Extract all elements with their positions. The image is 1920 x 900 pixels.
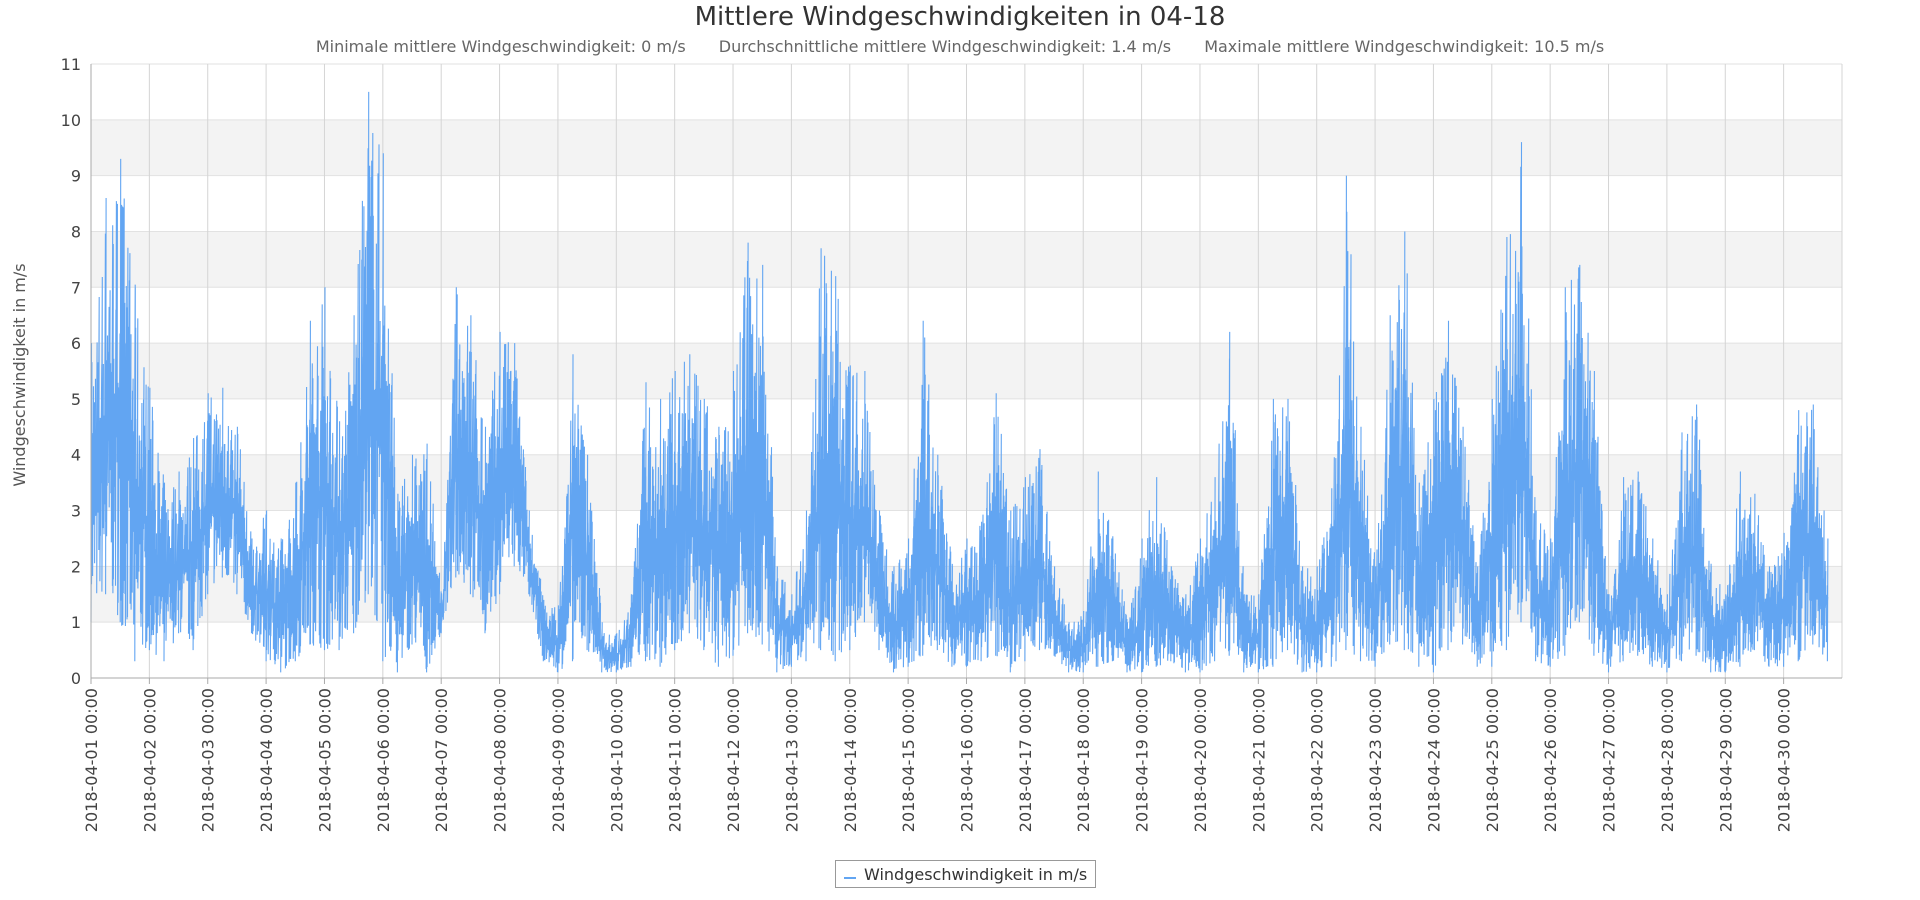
subtitle-max: Maximale mittlere Windgeschwindigkeit: 1… (1204, 37, 1605, 56)
x-tick-label-26: 2018-04-27 00:00 (1600, 688, 1619, 832)
chart-title: Mittlere Windgeschwindigkeiten in 04-18 (694, 2, 1226, 32)
legend[interactable]: Windgeschwindigkeit in m/s (835, 860, 1097, 888)
x-tick-label-7: 2018-04-08 00:00 (491, 688, 510, 832)
y-tick-label-2: 2 (71, 557, 81, 576)
x-tick-label-25: 2018-04-26 00:00 (1541, 688, 1560, 832)
x-tick-label-22: 2018-04-23 00:00 (1366, 688, 1385, 832)
x-tick-label-14: 2018-04-15 00:00 (899, 688, 918, 832)
x-tick-label-1: 2018-04-02 00:00 (140, 688, 159, 832)
x-tick-label-27: 2018-04-28 00:00 (1658, 688, 1677, 832)
subtitle-min: Minimale mittlere Windgeschwindigkeit: 0… (315, 37, 686, 56)
x-tick-label-11: 2018-04-12 00:00 (724, 688, 743, 832)
x-tick-label-13: 2018-04-14 00:00 (841, 688, 860, 832)
x-tick-label-29: 2018-04-30 00:00 (1775, 688, 1794, 832)
y-tick-label-9: 9 (71, 167, 81, 186)
y-tick-label-3: 3 (71, 502, 81, 521)
x-tick-label-16: 2018-04-17 00:00 (1016, 688, 1035, 832)
x-tick-label-10: 2018-04-11 00:00 (666, 688, 685, 832)
x-tick-label-2: 2018-04-03 00:00 (199, 688, 218, 832)
legend-swatch (844, 877, 856, 879)
x-tick-label-24: 2018-04-25 00:00 (1483, 688, 1502, 832)
x-tick-label-5: 2018-04-06 00:00 (374, 688, 393, 832)
y-tick-label-5: 5 (71, 390, 81, 409)
y-tick-label-0: 0 (71, 669, 81, 688)
x-tick-label-15: 2018-04-16 00:00 (958, 688, 977, 832)
x-tick-label-3: 2018-04-04 00:00 (257, 688, 276, 832)
y-axis-label: Windgeschwindigkeit in m/s (10, 263, 29, 486)
y-tick-label-7: 7 (71, 278, 81, 297)
y-tick-label-11: 11 (61, 55, 81, 74)
subtitle-avg: Durchschnittliche mittlere Windgeschwind… (718, 37, 1172, 56)
x-tick-label-0: 2018-04-01 00:00 (82, 688, 101, 832)
series-line-wind-speed (90, 91, 1829, 673)
legend-label: Windgeschwindigkeit in m/s (864, 864, 1088, 884)
y-tick-label-4: 4 (71, 446, 81, 465)
x-tick-label-21: 2018-04-22 00:00 (1308, 688, 1327, 832)
y-tick-label-6: 6 (71, 334, 81, 353)
x-tick-label-20: 2018-04-21 00:00 (1249, 688, 1268, 832)
x-tick-label-9: 2018-04-10 00:00 (607, 688, 626, 832)
x-tick-label-23: 2018-04-24 00:00 (1424, 688, 1443, 832)
x-tick-label-28: 2018-04-29 00:00 (1716, 688, 1735, 832)
x-tick-label-6: 2018-04-07 00:00 (432, 688, 451, 832)
x-tick-label-17: 2018-04-18 00:00 (1074, 688, 1093, 832)
x-tick-label-19: 2018-04-20 00:00 (1191, 688, 1210, 832)
y-tick-label-10: 10 (61, 111, 81, 130)
chart-subtitle: Minimale mittlere Windgeschwindigkeit: 0… (0, 37, 1920, 56)
x-tick-label-18: 2018-04-19 00:00 (1133, 688, 1152, 832)
x-tick-label-8: 2018-04-09 00:00 (549, 688, 568, 832)
x-tick-label-12: 2018-04-13 00:00 (782, 688, 801, 832)
x-tick-label-4: 2018-04-05 00:00 (315, 688, 334, 832)
y-tick-label-8: 8 (71, 222, 81, 241)
y-tick-label-1: 1 (71, 613, 81, 632)
